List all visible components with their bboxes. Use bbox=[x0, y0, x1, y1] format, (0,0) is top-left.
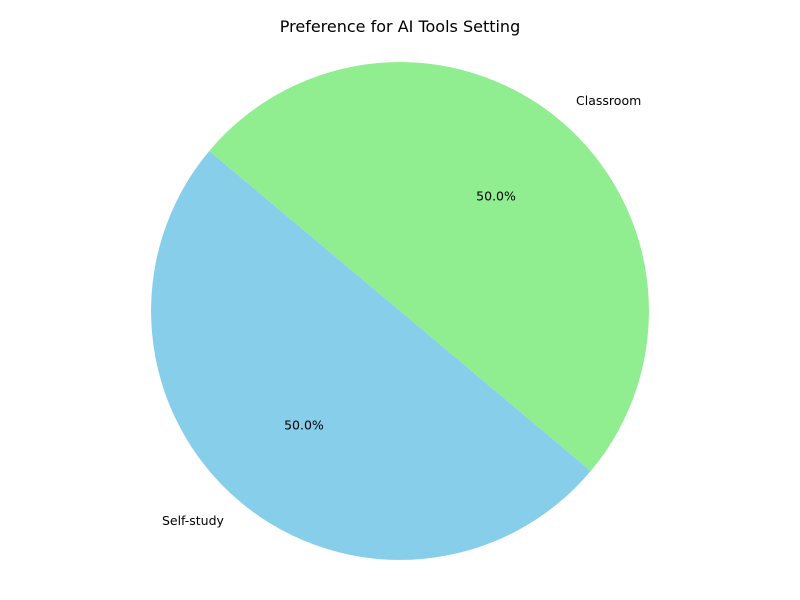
pie-slices bbox=[151, 62, 649, 560]
pie-slice-self-study bbox=[151, 150, 591, 560]
chart-title: Preference for AI Tools Setting bbox=[280, 17, 520, 36]
slice-label: Self-study bbox=[162, 513, 225, 528]
slice-percent-label: 50.0% bbox=[284, 417, 324, 432]
slice-label: Classroom bbox=[576, 93, 641, 108]
pie-slice-classroom bbox=[209, 62, 649, 472]
slice-percent-label: 50.0% bbox=[476, 189, 516, 204]
pie-labels: Classroom 50.0% Self-study 50.0% bbox=[162, 93, 641, 528]
